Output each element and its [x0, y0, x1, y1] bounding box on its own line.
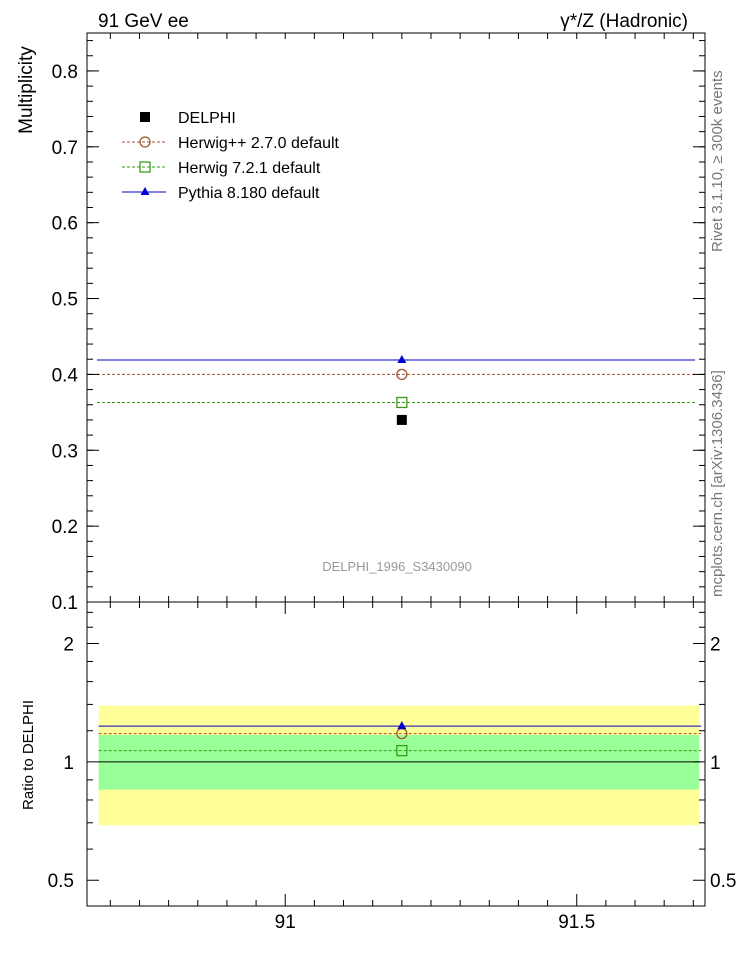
- legend-marker-pythia: [140, 187, 150, 195]
- main-ytick-label: 0.8: [52, 62, 78, 83]
- main-ytick-label: 0.1: [52, 593, 78, 614]
- main-panel: DELPHI_1996_S3430090 Multiplicity 0.1 0.2…: [16, 32, 706, 614]
- legend-label-data: DELPHI: [178, 110, 236, 127]
- ratio-ytick-label-right: 1: [710, 753, 721, 774]
- ratio-point-pythia: [397, 721, 407, 730]
- main-point-herwig7: [396, 396, 408, 409]
- main-ytick-label: 0.2: [52, 517, 78, 538]
- ratio-point-herwig7: [396, 744, 408, 757]
- main-point-herwigpp: [396, 368, 408, 381]
- legend-marker-herwig7: [139, 161, 151, 173]
- ratio-frame: [86, 601, 706, 907]
- legend-label-herwigpp: Herwig++ 2.7.0 default: [178, 135, 340, 152]
- main-point-pythia: [397, 354, 407, 363]
- main-point-data: [396, 414, 407, 425]
- legend-label-pythia: Pythia 8.180 default: [178, 185, 320, 202]
- header-right: γ*/Z (Hadronic): [560, 11, 688, 32]
- main-y-axis-label: Multiplicity: [16, 46, 37, 134]
- main-ytick-label: 0.4: [52, 365, 79, 386]
- ratio-panel: 0.5 0.5 1 1 2 2 91 91.5 Ratio to DELPHI: [20, 601, 736, 933]
- ratio-ytick-label-right: 0.5: [710, 871, 736, 892]
- ratio-ytick-label-left: 0.5: [48, 871, 74, 892]
- ratio-xtick-label: 91: [275, 912, 296, 933]
- ratio-ytick-label-left: 2: [63, 634, 74, 655]
- ratio-y-axis-label: Ratio to DELPHI: [20, 700, 37, 810]
- analysis-watermark: DELPHI_1996_S3430090: [322, 559, 472, 574]
- legend-label-herwig7: Herwig 7.2.1 default: [178, 160, 321, 177]
- ratio-ytick-label-right: 2: [710, 634, 721, 655]
- main-ytick-label: 0.3: [52, 441, 78, 462]
- header-left: 91 GeV ee: [98, 11, 189, 32]
- ratio-ytick-label-left: 1: [63, 753, 74, 774]
- main-ytick-label: 0.7: [52, 138, 78, 159]
- legend-marker-data: [140, 112, 150, 122]
- rivet-label: Rivet 3.1.10, ≥ 300k events: [709, 70, 726, 252]
- main-ytick-label: 0.5: [52, 290, 78, 311]
- mcplots-label: mcplots.cern.ch [arXiv:1306.3436]: [709, 370, 726, 597]
- legend-marker-herwigpp: [139, 136, 151, 148]
- legend: DELPHI Herwig++ 2.7.0 default Herwig 7.2.1…: [122, 110, 340, 202]
- main-ytick-label: 0.6: [52, 214, 78, 235]
- ratio-xtick-label: 91.5: [558, 912, 595, 933]
